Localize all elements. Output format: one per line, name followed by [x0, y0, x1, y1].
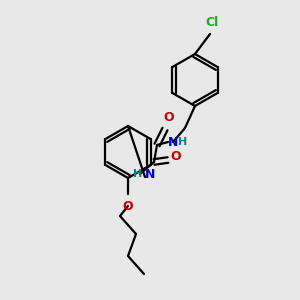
Text: N: N	[168, 136, 178, 148]
Text: N: N	[145, 167, 155, 181]
Text: O: O	[164, 111, 174, 124]
Text: Cl: Cl	[206, 16, 219, 29]
Text: O: O	[123, 200, 133, 213]
Text: O: O	[171, 151, 181, 164]
Text: H: H	[178, 137, 188, 147]
Text: H: H	[133, 169, 142, 179]
